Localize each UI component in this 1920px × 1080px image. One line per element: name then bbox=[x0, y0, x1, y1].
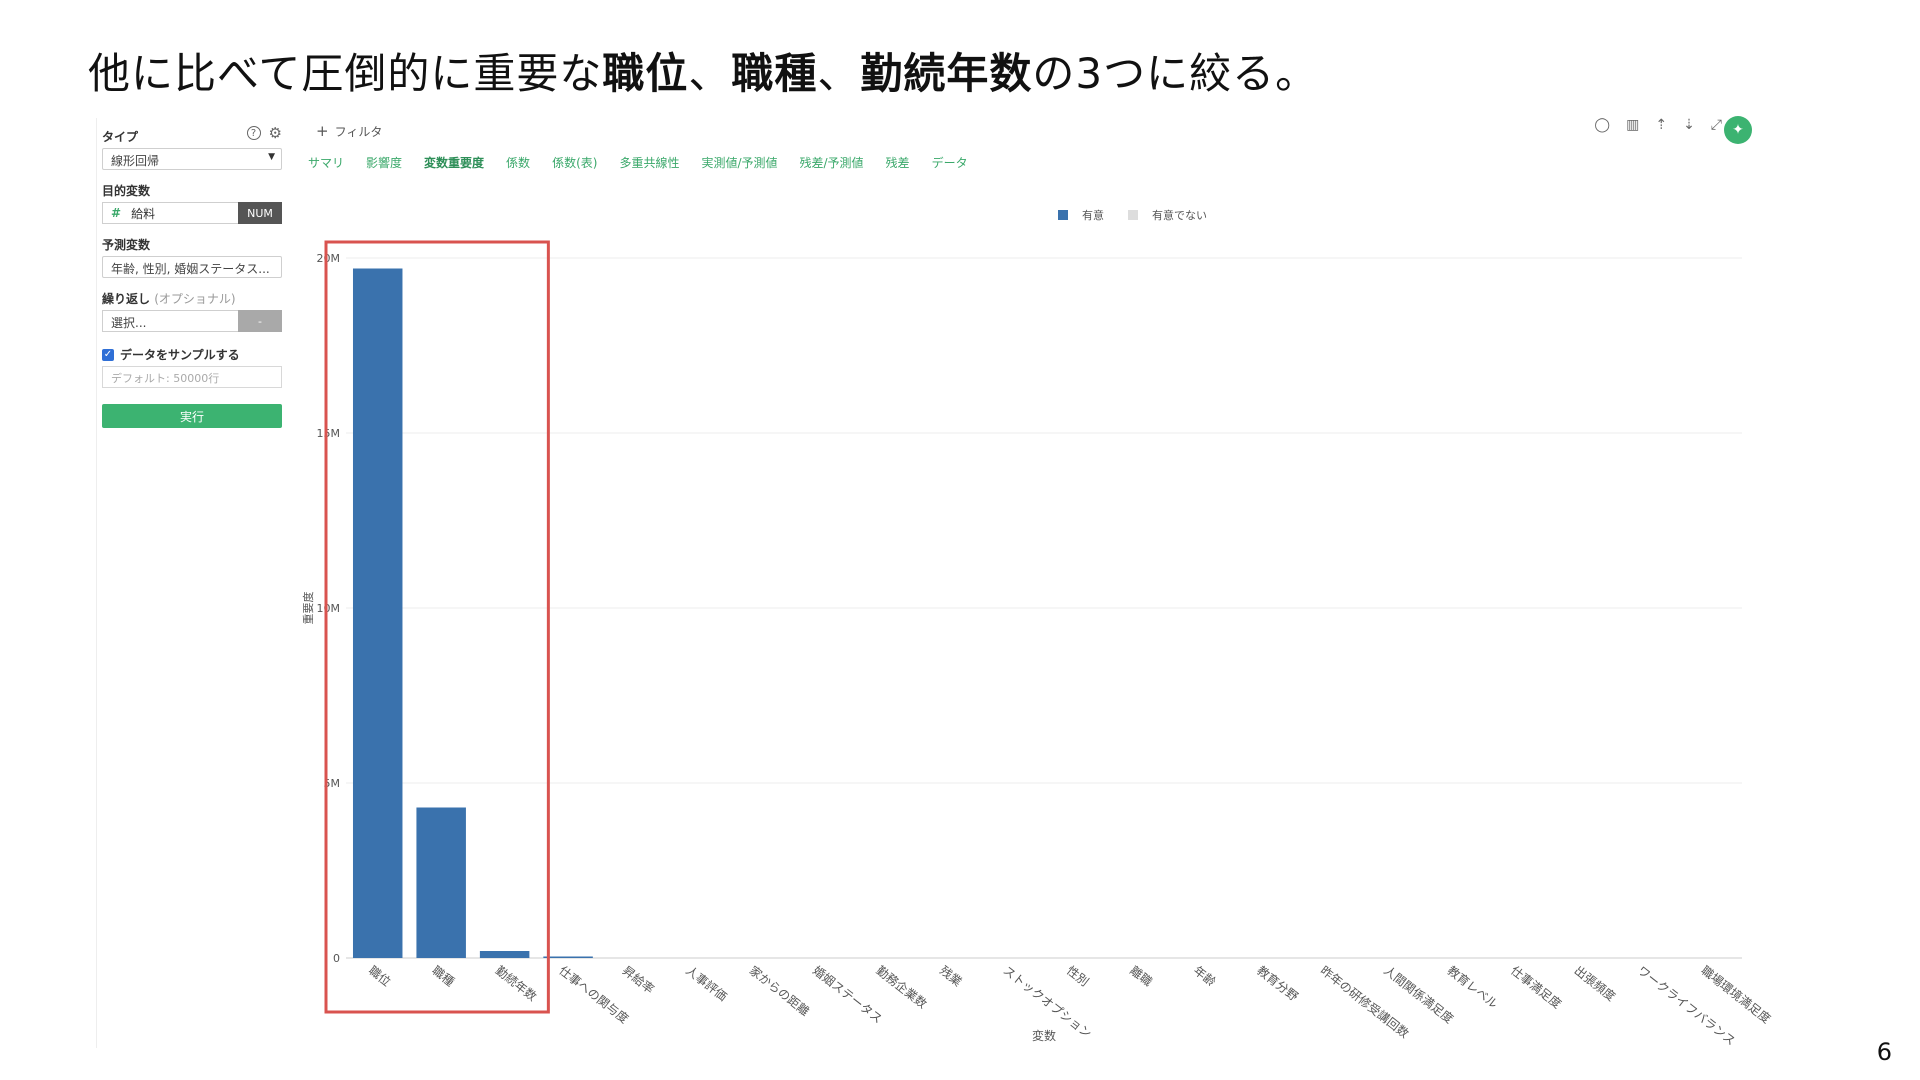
legend-label-not-significant: 有意でない bbox=[1152, 208, 1207, 222]
toolbar: ◯ ▥ ⇡ ⇣ ⤢ bbox=[1594, 116, 1722, 134]
y-tick-label: 5M bbox=[324, 777, 341, 790]
pin-icon[interactable]: ✦ bbox=[1724, 116, 1752, 144]
tab-summary[interactable]: サマリ bbox=[308, 156, 345, 170]
y-tick-label: 15M bbox=[317, 427, 341, 440]
filter-label: フィルタ bbox=[334, 125, 383, 139]
app-screenshot: タイプ ? ⚙ 線形回帰 ▼ 目的変数 # 給料 NUM bbox=[96, 116, 1776, 1048]
target-label: 目的変数 bbox=[102, 184, 151, 198]
x-axis-label: 変数 bbox=[1032, 1028, 1056, 1043]
predictors-value: 年齢, 性別, 婚姻ステータス... bbox=[111, 262, 270, 276]
legend-label-significant: 有意 bbox=[1082, 208, 1104, 222]
x-tick-label: 年齢 bbox=[1191, 963, 1219, 990]
tab-coefficients-table[interactable]: 係数(表) bbox=[552, 156, 598, 170]
target-value: 給料 bbox=[131, 206, 156, 221]
x-tick-label: 残業 bbox=[937, 963, 965, 989]
repeat-optional-note: (オプショナル) bbox=[154, 292, 236, 306]
x-tick-label: 人事評価 bbox=[683, 963, 730, 1004]
title-keyword-job-type: 職種 bbox=[731, 49, 818, 98]
analysis-tabs: サマリ 影響度 変数重要度 係数 係数(表) 多重共線性 実測値/予測値 残差/… bbox=[308, 154, 968, 171]
main-panel: + フィルタ サマリ 影響度 変数重要度 係数 係数(表) 多重共線性 実測値/予… bbox=[296, 116, 1776, 1048]
legend-swatch-significant bbox=[1058, 210, 1068, 220]
num-type-badge: NUM bbox=[238, 202, 282, 224]
bar bbox=[543, 956, 593, 958]
filter-button[interactable]: + フィルタ bbox=[316, 122, 382, 140]
highlight-box bbox=[324, 240, 550, 1014]
plus-icon: + bbox=[316, 122, 329, 140]
x-tick-label: 職種 bbox=[429, 963, 457, 989]
numeric-hash-icon: # bbox=[111, 206, 122, 220]
tab-multicollinearity[interactable]: 多重共線性 bbox=[619, 156, 680, 170]
chart-icon[interactable]: ▥ bbox=[1626, 117, 1640, 133]
x-tick-label: 離職 bbox=[1127, 963, 1155, 989]
comment-icon[interactable]: ◯ bbox=[1594, 117, 1611, 133]
predictors-field[interactable]: 年齢, 性別, 婚姻ステータス... bbox=[102, 256, 282, 278]
title-part: 、 bbox=[688, 49, 732, 98]
slide-title: 他に比べて圧倒的に重要な職位、職種、勤続年数の3つに絞る。 bbox=[88, 40, 1318, 101]
type-row: タイプ ? ⚙ bbox=[102, 124, 282, 145]
target-variable-field[interactable]: # 給料 NUM bbox=[102, 202, 282, 224]
x-tick-label: 教育レベル bbox=[1445, 963, 1502, 1012]
title-keyword-position: 職位 bbox=[602, 49, 689, 98]
bar bbox=[416, 807, 466, 958]
gear-icon[interactable]: ⚙ bbox=[268, 124, 282, 142]
tab-variable-importance[interactable]: 変数重要度 bbox=[424, 156, 485, 170]
tab-data[interactable]: データ bbox=[931, 156, 968, 170]
x-tick-label: 職位 bbox=[366, 963, 394, 990]
bar bbox=[479, 951, 530, 958]
title-part: の3つに絞る。 bbox=[1032, 49, 1319, 98]
left-border bbox=[96, 118, 97, 1048]
sample-size-input[interactable]: デフォルト: 50000行 bbox=[102, 366, 282, 388]
download-icon[interactable]: ⇣ bbox=[1683, 117, 1695, 133]
y-tick-label: 0 bbox=[333, 952, 340, 965]
repeat-label: 繰り返し (オプショナル) bbox=[102, 292, 236, 306]
repeat-dash-button[interactable]: - bbox=[238, 310, 282, 332]
title-part: 、 bbox=[817, 49, 861, 98]
sample-data-checkbox-row[interactable]: ✓ データをサンプルする bbox=[102, 346, 282, 363]
x-tick-label: 教育分野 bbox=[1254, 963, 1301, 1004]
tab-actual-vs-predicted[interactable]: 実測値/予測値 bbox=[701, 156, 778, 170]
type-select[interactable]: 線形回帰 ▼ bbox=[102, 148, 282, 170]
y-axis-label: 重要度 bbox=[301, 592, 315, 625]
x-tick-label: 家からの距離 bbox=[747, 963, 813, 1019]
predictors-label: 予測変数 bbox=[102, 238, 151, 252]
upload-icon[interactable]: ⇡ bbox=[1655, 117, 1668, 133]
type-select-value: 線形回帰 bbox=[111, 154, 160, 168]
repeat-value: 選択... bbox=[102, 310, 238, 332]
chevron-down-icon: ▼ bbox=[268, 152, 275, 162]
title-part: 他に比べて圧倒的に重要な bbox=[88, 49, 603, 98]
x-tick-label: 仕事満足度 bbox=[1508, 963, 1565, 1012]
sample-checkbox[interactable]: ✓ bbox=[102, 348, 114, 361]
x-tick-label: 出張頻度 bbox=[1572, 963, 1619, 1004]
legend-swatch-not-significant bbox=[1128, 210, 1138, 220]
tab-residual-vs-predicted[interactable]: 残差/予測値 bbox=[799, 156, 864, 170]
y-tick-label: 20M bbox=[317, 252, 341, 265]
tab-coefficients[interactable]: 係数 bbox=[506, 156, 531, 170]
run-button[interactable]: 実行 bbox=[102, 404, 282, 428]
page-number: 6 bbox=[1876, 1038, 1892, 1066]
bar bbox=[352, 268, 403, 958]
x-tick-label: 性別 bbox=[1064, 963, 1092, 989]
help-icon[interactable]: ? bbox=[246, 126, 261, 140]
tab-residuals[interactable]: 残差 bbox=[885, 156, 910, 170]
type-label: タイプ bbox=[102, 130, 139, 144]
x-tick-label: 勤務企業数 bbox=[874, 963, 931, 1012]
title-keyword-tenure: 勤続年数 bbox=[860, 49, 1033, 98]
x-tick-label: 勤続年数 bbox=[493, 963, 540, 1004]
repeat-select[interactable]: 選択... - bbox=[102, 310, 282, 332]
y-tick-label: 10M bbox=[317, 602, 341, 615]
sample-label: データをサンプルする bbox=[120, 348, 240, 362]
tab-influence[interactable]: 影響度 bbox=[366, 156, 403, 170]
expand-icon[interactable]: ⤢ bbox=[1710, 117, 1722, 133]
x-tick-label: 昇給率 bbox=[620, 963, 658, 997]
